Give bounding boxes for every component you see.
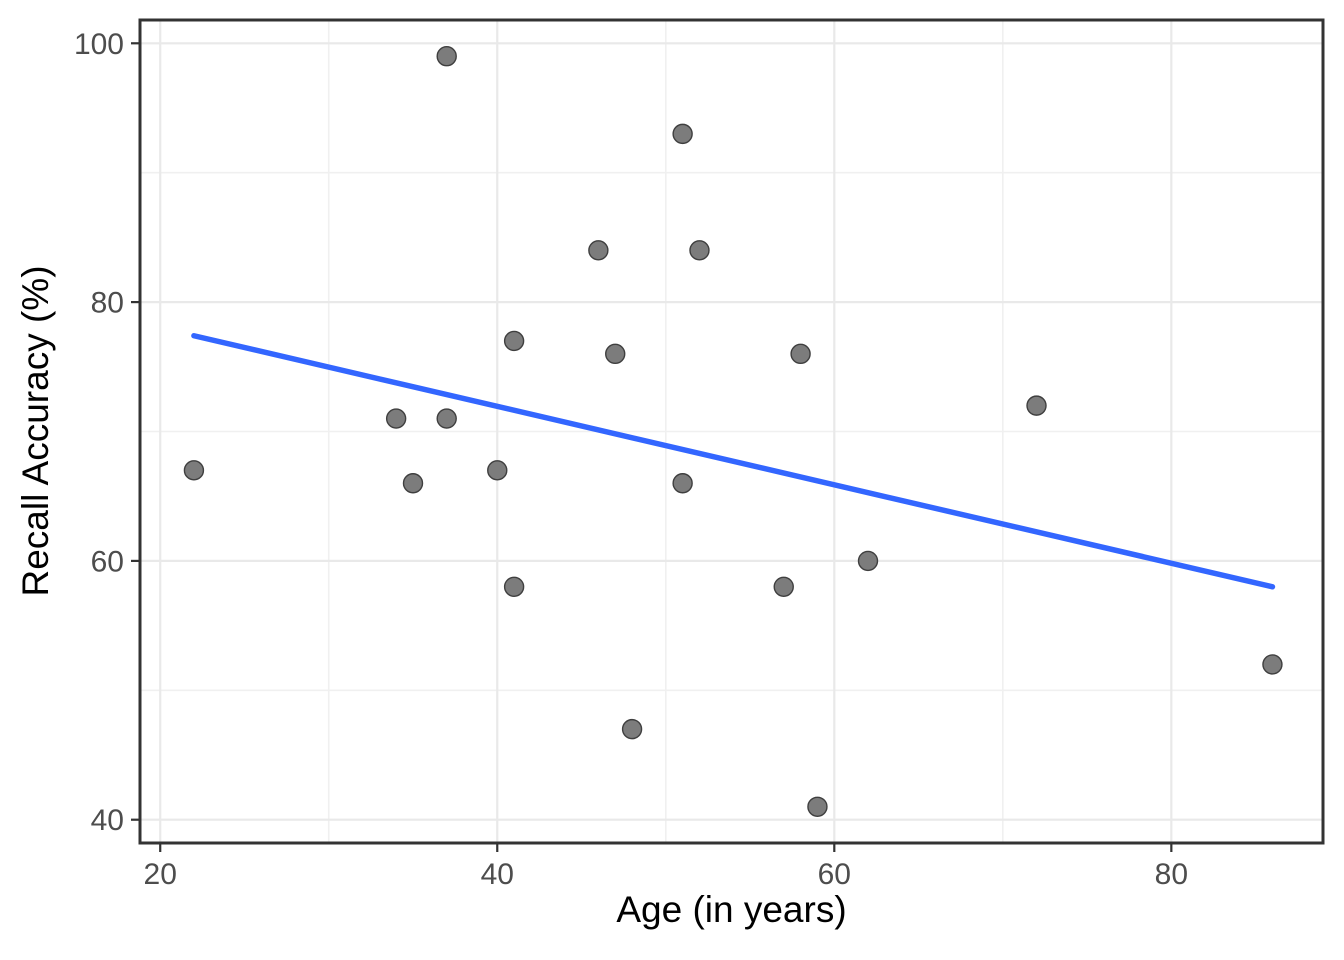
data-point bbox=[588, 240, 609, 261]
data-point bbox=[621, 718, 643, 740]
x-tick-label: 80 bbox=[1155, 858, 1188, 891]
data-point bbox=[773, 576, 794, 597]
data-point bbox=[1026, 395, 1047, 416]
data-point bbox=[672, 473, 693, 494]
data-point bbox=[503, 576, 525, 597]
x-tick-label: 20 bbox=[144, 858, 177, 891]
data-point bbox=[436, 408, 457, 429]
data-point bbox=[672, 123, 693, 145]
plot-panel-border bbox=[138, 18, 1325, 845]
data-point bbox=[807, 796, 828, 817]
x-tick-label: 60 bbox=[818, 858, 851, 891]
x-tick-label: 40 bbox=[481, 858, 514, 891]
data-point bbox=[436, 46, 457, 67]
data-point bbox=[689, 240, 710, 261]
y-axis-title: Recall Accuracy (%) bbox=[15, 265, 56, 597]
data-point bbox=[402, 473, 424, 494]
x-axis-title: Age (in years) bbox=[616, 889, 847, 930]
y-tick-label: 60 bbox=[91, 545, 124, 578]
data-point bbox=[385, 408, 407, 429]
y-tick-label: 80 bbox=[91, 287, 124, 320]
y-tick-label: 40 bbox=[91, 804, 124, 837]
data-point bbox=[503, 330, 525, 352]
data-point bbox=[1262, 654, 1283, 675]
trend-line bbox=[191, 332, 1276, 590]
data-point bbox=[183, 460, 205, 481]
data-point bbox=[487, 460, 508, 481]
data-point bbox=[857, 550, 879, 572]
data-point bbox=[790, 343, 811, 365]
y-tick-label: 100 bbox=[74, 28, 124, 61]
data-point bbox=[605, 343, 626, 365]
